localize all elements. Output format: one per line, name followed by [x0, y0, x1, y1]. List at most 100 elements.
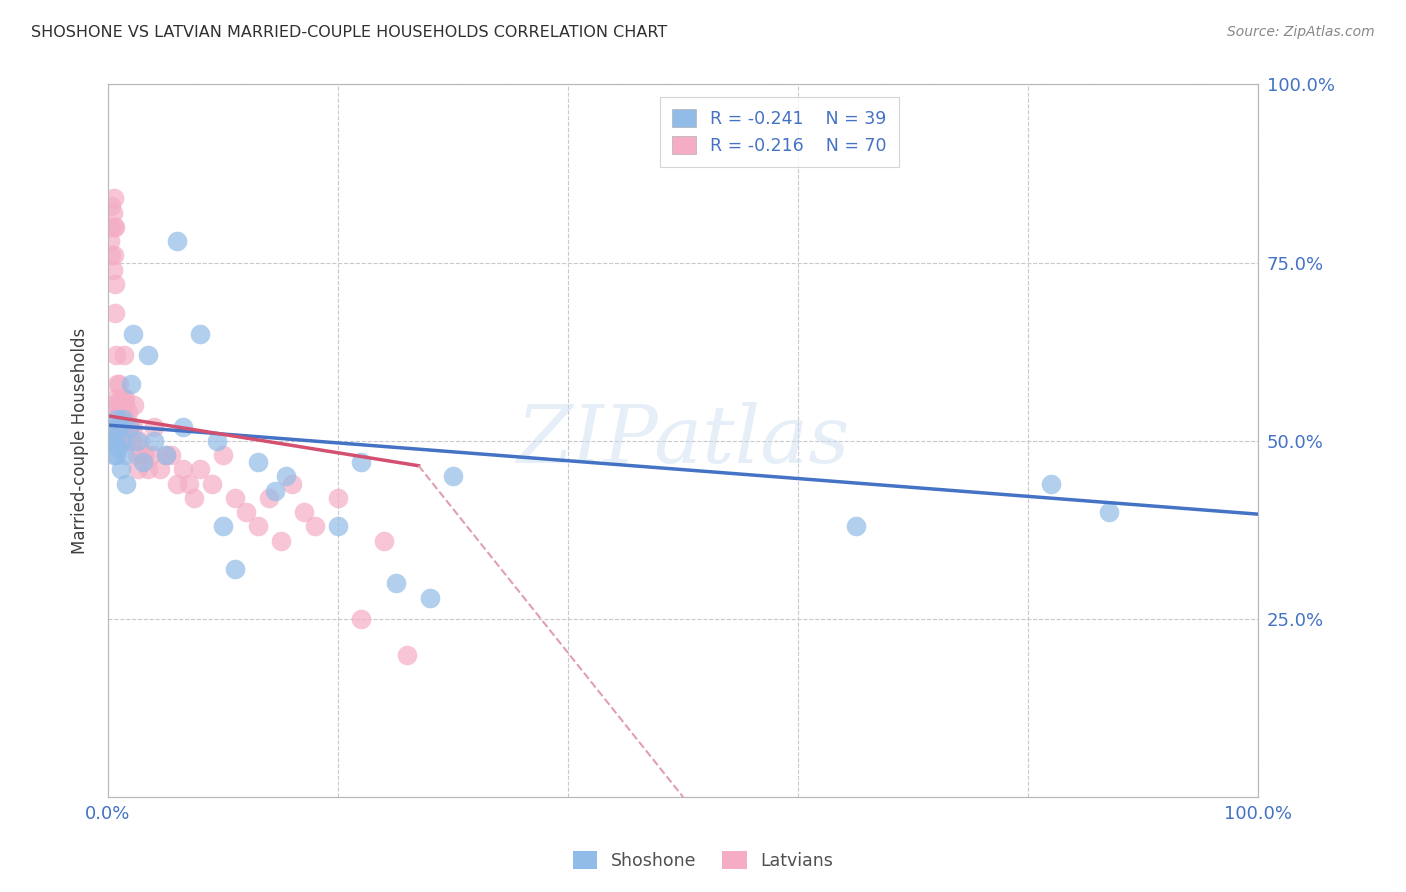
Point: [136, 462, 159, 476]
Point: [100, 198, 122, 212]
Point: [100, 434, 122, 448]
Point: [108, 376, 131, 391]
Point: [122, 326, 145, 341]
Point: [111, 398, 134, 412]
Point: [136, 348, 159, 362]
Point: [120, 419, 142, 434]
Point: [108, 419, 131, 434]
Point: [111, 412, 134, 426]
Point: [143, 434, 166, 448]
Point: [108, 405, 131, 419]
Point: [118, 419, 141, 434]
Point: [246, 455, 269, 469]
Point: [350, 455, 373, 469]
Point: [441, 469, 464, 483]
Point: [114, 448, 136, 462]
Point: [101, 419, 124, 434]
Point: [188, 462, 211, 476]
Text: Source: ZipAtlas.com: Source: ZipAtlas.com: [1227, 25, 1375, 39]
Point: [111, 419, 134, 434]
Point: [110, 462, 132, 476]
Point: [224, 562, 246, 576]
Point: [107, 441, 129, 455]
Point: [103, 248, 125, 262]
Point: [188, 326, 211, 341]
Point: [101, 205, 124, 219]
Point: [304, 519, 326, 533]
Point: [118, 434, 141, 448]
Point: [105, 448, 128, 462]
Point: [212, 448, 235, 462]
Point: [103, 192, 125, 206]
Point: [111, 405, 134, 419]
Point: [118, 419, 141, 434]
Point: [105, 412, 128, 426]
Point: [129, 434, 152, 448]
Point: [246, 519, 269, 533]
Point: [172, 419, 194, 434]
Point: [107, 434, 129, 448]
Point: [114, 391, 136, 405]
Point: [270, 533, 292, 548]
Point: [183, 491, 205, 505]
Point: [131, 455, 153, 469]
Point: [326, 491, 349, 505]
Point: [115, 476, 138, 491]
Point: [155, 448, 177, 462]
Point: [200, 476, 222, 491]
Point: [155, 448, 177, 462]
Point: [125, 448, 148, 462]
Point: [101, 262, 124, 277]
Point: [115, 419, 138, 434]
Legend: R = -0.241    N = 39, R = -0.216    N = 70: R = -0.241 N = 39, R = -0.216 N = 70: [659, 96, 898, 167]
Point: [98, 219, 121, 234]
Point: [1098, 505, 1121, 519]
Point: [105, 398, 128, 412]
Point: [112, 348, 135, 362]
Point: [326, 519, 349, 533]
Point: [1040, 476, 1063, 491]
Point: [98, 398, 121, 412]
Point: [166, 234, 188, 248]
Point: [127, 462, 149, 476]
Point: [104, 219, 127, 234]
Point: [105, 391, 128, 405]
Point: [143, 419, 166, 434]
Point: [373, 533, 395, 548]
Point: [263, 483, 285, 498]
Point: [110, 405, 132, 419]
Point: [257, 491, 280, 505]
Point: [212, 519, 235, 533]
Point: [121, 434, 143, 448]
Point: [111, 391, 134, 405]
Text: SHOSHONE VS LATVIAN MARRIED-COUPLE HOUSEHOLDS CORRELATION CHART: SHOSHONE VS LATVIAN MARRIED-COUPLE HOUSE…: [31, 25, 668, 40]
Y-axis label: Married-couple Households: Married-couple Households: [72, 327, 89, 554]
Point: [396, 648, 419, 662]
Point: [114, 398, 136, 412]
Point: [122, 419, 145, 434]
Point: [98, 234, 121, 248]
Point: [149, 462, 172, 476]
Point: [104, 277, 127, 291]
Point: [125, 434, 148, 448]
Point: [111, 434, 134, 448]
Point: [110, 391, 132, 405]
Text: ZIPatlas: ZIPatlas: [516, 402, 851, 480]
Point: [224, 491, 246, 505]
Point: [177, 476, 200, 491]
Point: [131, 448, 153, 462]
Point: [276, 469, 298, 483]
Point: [172, 462, 194, 476]
Point: [141, 448, 163, 462]
Point: [292, 505, 315, 519]
Point: [845, 519, 868, 533]
Point: [166, 476, 188, 491]
Point: [350, 612, 373, 626]
Point: [120, 376, 142, 391]
Point: [124, 398, 146, 412]
Point: [115, 412, 138, 426]
Point: [103, 448, 125, 462]
Point: [98, 426, 121, 441]
Point: [117, 405, 139, 419]
Point: [384, 576, 406, 591]
